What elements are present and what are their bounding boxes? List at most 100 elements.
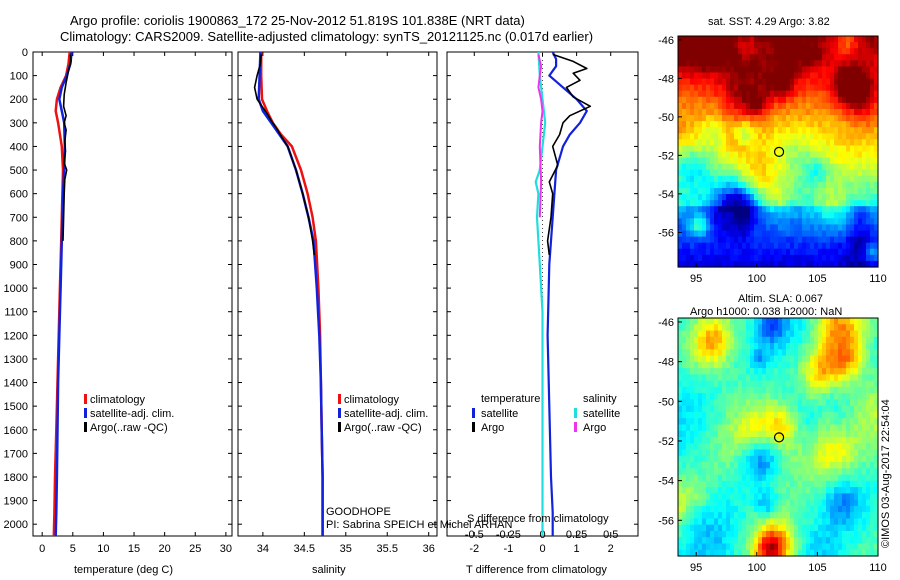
- heatmap-cell: [874, 48, 879, 55]
- heatmap-cell: [818, 230, 823, 238]
- heatmap-cell: [866, 468, 871, 476]
- heatmap-cell: [750, 537, 755, 545]
- heatmap-cell: [802, 108, 807, 116]
- heatmap-cell: [854, 127, 859, 134]
- heatmap-cell: [826, 151, 831, 159]
- heatmap-cell: [706, 399, 711, 407]
- heatmap-cell: [738, 242, 743, 250]
- heatmap-cell: [838, 530, 843, 538]
- heatmap-cell: [746, 543, 751, 551]
- heatmap-cell: [682, 115, 687, 122]
- heatmap-cell: [702, 72, 707, 80]
- heatmap-cell: [870, 175, 875, 183]
- heatmap-cell: [786, 474, 791, 482]
- heatmap-cell: [874, 399, 879, 407]
- heatmap-cell: [794, 462, 799, 469]
- heatmap-cell: [762, 355, 767, 363]
- heatmap-cell: [810, 102, 815, 110]
- heatmap-cell: [774, 96, 779, 104]
- heatmap-cell: [850, 194, 855, 201]
- heatmap-cell: [874, 455, 879, 463]
- heatmap-cell: [726, 549, 731, 557]
- heatmap-cell: [702, 430, 707, 438]
- heatmap-cell: [722, 549, 727, 557]
- heatmap-cell: [806, 512, 811, 520]
- heatmap-cell: [826, 543, 831, 551]
- heatmap-cell: [862, 480, 867, 488]
- heatmap-cell: [806, 194, 811, 201]
- heatmap-cell: [770, 543, 775, 551]
- heatmap-cell: [766, 163, 771, 171]
- heatmap-cell: [786, 499, 791, 507]
- heatmap-cell: [714, 437, 719, 444]
- heatmap-cell: [710, 405, 715, 413]
- heatmap-cell: [766, 480, 771, 488]
- heatmap-cell: [702, 455, 707, 463]
- heatmap-cell: [806, 537, 811, 545]
- heatmap-cell: [862, 36, 867, 43]
- heatmap-cell: [810, 493, 815, 501]
- heatmap-cell: [818, 260, 823, 268]
- sst-map-title: sat. SST: 4.29 Argo: 3.82: [708, 16, 830, 28]
- heatmap-cell: [826, 380, 831, 388]
- heatmap-cell: [806, 318, 811, 325]
- heatmap-cell: [730, 96, 735, 104]
- heatmap-cell: [682, 212, 687, 219]
- heatmap-cell: [778, 248, 783, 256]
- heatmap-cell: [762, 518, 767, 526]
- heatmap-cell: [854, 474, 859, 482]
- heatmap-cell: [718, 518, 723, 526]
- heatmap-cell: [678, 175, 683, 183]
- heatmap-cell: [698, 115, 703, 122]
- heatmap-cell: [774, 318, 779, 325]
- heatmap-cell: [694, 230, 699, 238]
- heatmap-cell: [682, 218, 687, 226]
- heatmap-cell: [710, 224, 715, 232]
- heatmap-cell: [726, 530, 731, 538]
- heatmap-cell: [834, 224, 839, 232]
- heatmap-cell: [838, 355, 843, 363]
- heatmap-cell: [810, 90, 815, 98]
- heatmap-cell: [854, 66, 859, 74]
- heatmap-cell: [714, 449, 719, 457]
- heatmap-cell: [758, 157, 763, 165]
- heatmap-cell: [698, 194, 703, 201]
- heatmap-cell: [762, 524, 767, 532]
- heatmap-cell: [822, 499, 827, 507]
- heatmap-cell: [794, 187, 799, 195]
- heatmap-cell: [750, 102, 755, 110]
- heatmap-cell: [766, 524, 771, 532]
- heatmap-cell: [830, 474, 835, 482]
- heatmap-cell: [806, 393, 811, 401]
- heatmap-cell: [842, 330, 847, 338]
- heatmap-cell: [726, 405, 731, 413]
- heatmap-cell: [738, 127, 743, 134]
- heatmap-cell: [822, 60, 827, 67]
- heatmap-cell: [798, 499, 803, 507]
- heatmap-cell: [798, 260, 803, 268]
- heatmap-cell: [686, 121, 691, 128]
- heatmap-cell: [786, 242, 791, 250]
- heatmap-cell: [794, 355, 799, 363]
- heatmap-cell: [706, 386, 711, 394]
- heatmap-cell: [846, 343, 851, 350]
- heatmap-cell: [822, 543, 827, 551]
- heatmap-cell: [874, 487, 879, 494]
- map-frame: [677, 317, 879, 557]
- heatmap-cell: [786, 430, 791, 438]
- heatmap-cell: [702, 518, 707, 526]
- heatmap-cell: [810, 115, 815, 122]
- heatmap-cell: [782, 127, 787, 134]
- heatmap-cell: [846, 468, 851, 476]
- heatmap-cell: [694, 248, 699, 256]
- heatmap-cell: [858, 336, 863, 344]
- heatmap-cell: [742, 368, 747, 375]
- heatmap-cell: [830, 418, 835, 426]
- heatmap-cell: [834, 318, 839, 325]
- heatmap-cell: [718, 157, 723, 165]
- heatmap-cell: [706, 236, 711, 244]
- heatmap-cell: [706, 127, 711, 134]
- heatmap-cell: [802, 543, 807, 551]
- heatmap-cell: [682, 399, 687, 407]
